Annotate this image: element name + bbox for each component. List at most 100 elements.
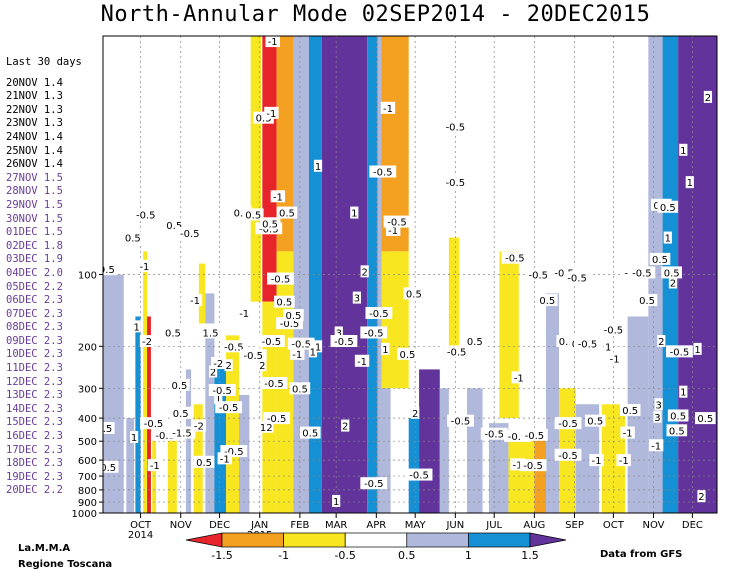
contour-band [214,360,227,513]
contour-label: -1 [220,454,230,465]
contour-label-bg [187,294,203,307]
contour-label-bg [334,326,343,339]
contour-label-bg [208,384,236,397]
contour-label: 0.5 [664,268,680,279]
contour-band [126,418,135,513]
last-30-days-row: 10DEC 2.3 [6,348,63,361]
contour-label-bg [258,359,267,372]
contour-label: 1 [315,162,321,173]
contour-label-bg [176,227,204,240]
contour-label-bg [354,354,370,367]
y-tick-label: 1000 [72,509,97,520]
contour-label: 0.5 [96,424,112,435]
contour-label-bg [169,378,190,391]
contour-label-bg [360,326,388,339]
contour-band [601,404,626,513]
contour-label: -0.5 [259,224,279,235]
contour-band [448,237,460,347]
contour-label: -1 [623,429,633,440]
contour-label-bg [287,337,315,350]
contour-label-bg [217,452,232,465]
colorbar-label: -1.5 [211,549,232,562]
colorbar: -1.5 -1 -0.5 0.5 1 1.5 [185,532,567,562]
contour-label: 0.5 [234,209,250,220]
contour-label-bg [168,426,196,439]
contour-label-bg [657,334,666,347]
contour-label: -1 [190,296,200,307]
contour-label: -0.5 [558,451,578,462]
last-30-days-panel: Last 30 days 20NOV 1.4 21NOV 1.3 22NOV 1.3… [6,56,82,498]
contour-label: -1 [388,226,398,237]
contour-label-bg [657,200,679,213]
contour-label: 1 [605,342,611,353]
contour-label-bg [341,419,350,432]
contour-label: 0.5 [587,417,603,428]
x-tick-label: JAN [250,520,268,531]
contour-band [439,388,449,513]
contour-label-bg [648,439,664,452]
contour-label-bg [132,208,160,221]
contour-label: 0.5 [639,296,655,307]
last-30-days-row: 23NOV 1.3 [6,117,63,130]
contour-band [262,36,277,302]
contour-label: -0.5 [528,271,548,282]
contour-label: 0.5 [652,255,668,266]
x-tick-label: OCT [130,520,152,531]
contour-label-bg [360,265,369,278]
contour-label-bg [191,419,207,432]
contour-label-bg [616,454,631,467]
contour-label: 12 [260,423,273,434]
contour-label: 0.5 [622,406,638,417]
contour-label: -0.5 [155,431,175,442]
last-30-days-row: 24NOV 1.4 [6,130,63,143]
last-30-days-row: 06DEC 2.3 [6,294,63,307]
y-tick-label: 200 [78,342,97,353]
contour-label: -0.5 [446,178,466,189]
contour-label: 0.5 [285,311,301,322]
contour-label: -0.5 [446,123,466,134]
contour-label-bg [703,90,713,103]
contour-label: -0.5 [604,325,624,336]
x-tick-label: AUG [523,520,545,531]
contour-band [534,430,547,513]
contour-label-bg [103,460,119,473]
contour-label-bg [383,215,411,228]
contour-label: 1 [382,345,388,356]
contour-label-bg [563,271,591,284]
contour-label: 3 [656,400,662,411]
last-30-days-row: 03DEC 1.9 [6,253,63,266]
contour-label-bg [607,352,622,365]
contour-label: -1 [268,37,278,48]
contour-label: -2 [142,337,152,348]
contour-label-bg [263,412,290,425]
contour-label-bg [170,406,192,419]
contour-label: -1 [619,456,629,467]
contour-label: 1 [215,394,221,405]
x-tick-label: DEC [209,520,230,531]
contour-label: 2 [210,367,216,378]
colorbar-bin [344,532,408,548]
contour-band [575,404,600,513]
contour-label: 0.5 [399,350,415,361]
colorbar-bin [221,532,284,548]
last-30-days-row: 07DEC 2.3 [6,307,63,320]
colorbar-label: 1 [465,549,472,562]
contour-label: 0.5 [125,234,141,245]
contour-label-bg [242,208,264,221]
contour-band [226,335,240,513]
contour-label-bg [352,291,361,304]
colorbar-label: -1 [278,549,289,562]
colorbar-label: 1.5 [521,549,539,562]
contour-label: -1 [357,357,367,368]
contour-label-bg [308,345,317,358]
contour-label-bg [139,334,155,347]
contour-label: -1 [514,373,524,384]
x-tick-label: DEC [682,520,703,531]
last-30-days-row: 02DEC 1.8 [6,239,63,252]
colorbar-bin [468,532,531,548]
contour-label: 3 [354,294,360,305]
contour-label-bg [397,347,418,360]
last-30-days-row: 30NOV 1.5 [6,212,63,225]
contour-label-bg [628,266,656,279]
